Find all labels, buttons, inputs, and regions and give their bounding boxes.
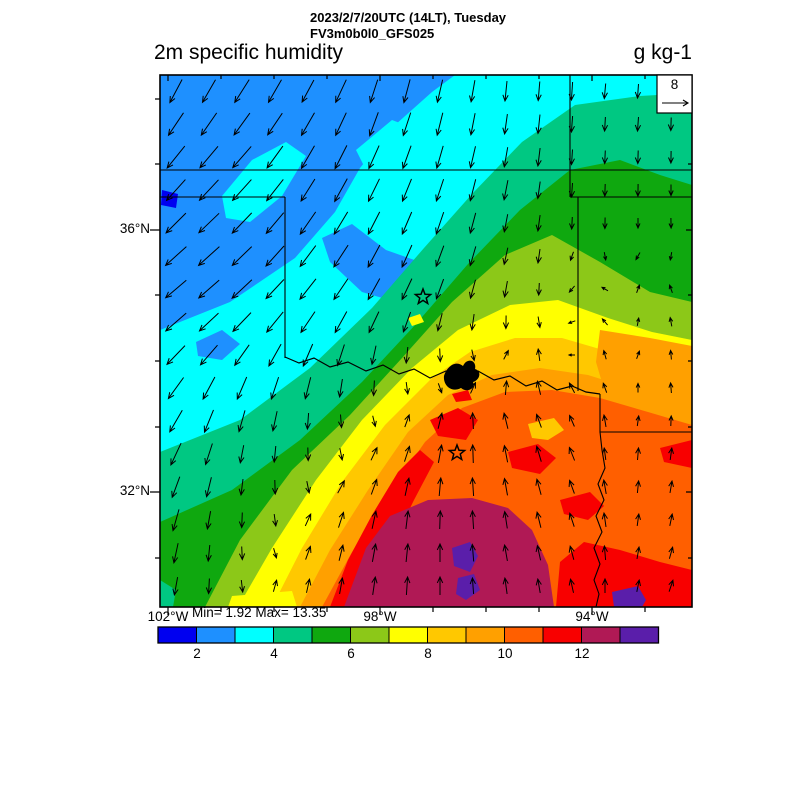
colorbar-tick-10: 10 <box>497 646 513 661</box>
x-tick-label-102w: 102°W <box>147 609 189 624</box>
reference-vector-label: 8 <box>670 77 679 92</box>
colorbar <box>157 626 660 644</box>
reference-arrow-icon <box>662 99 690 107</box>
wind-vector-arrows <box>164 79 675 597</box>
colorbar-tick-2: 2 <box>193 646 201 661</box>
x-tick-label-98w: 98°W <box>363 609 397 624</box>
units-label: g kg-1 <box>633 41 692 64</box>
colorbar-tick-8: 8 <box>424 646 432 661</box>
map-frame <box>159 74 693 608</box>
model-run-title: FV3m0b0l0_GFS025 <box>310 26 435 41</box>
variable-title: 2m specific humidity <box>154 41 344 64</box>
reference-vector-box <box>656 74 693 114</box>
valid-time-title: 2023/2/7/20UTC (14LT), Tuesday <box>310 10 507 25</box>
colorbar-tick-12: 12 <box>574 646 590 661</box>
colorbar-tick-6: 6 <box>347 646 355 661</box>
colorbar-tick-4: 4 <box>270 646 278 661</box>
red-river <box>284 356 601 395</box>
state-borders <box>160 75 692 607</box>
axis-ticks <box>150 75 692 615</box>
min-max-stats: Min= 1.92 Max= 13.35 <box>192 605 327 620</box>
y-tick-label-36n: 36°N <box>119 221 150 236</box>
x-tick-label-94w: 94°W <box>575 609 609 624</box>
y-tick-label-32n: 32°N <box>119 483 150 498</box>
lake-texoma <box>443 360 480 391</box>
humidity-fill-regions <box>160 75 692 607</box>
city-star <box>413 286 433 306</box>
city-star <box>447 442 467 462</box>
map-layers <box>160 75 692 607</box>
